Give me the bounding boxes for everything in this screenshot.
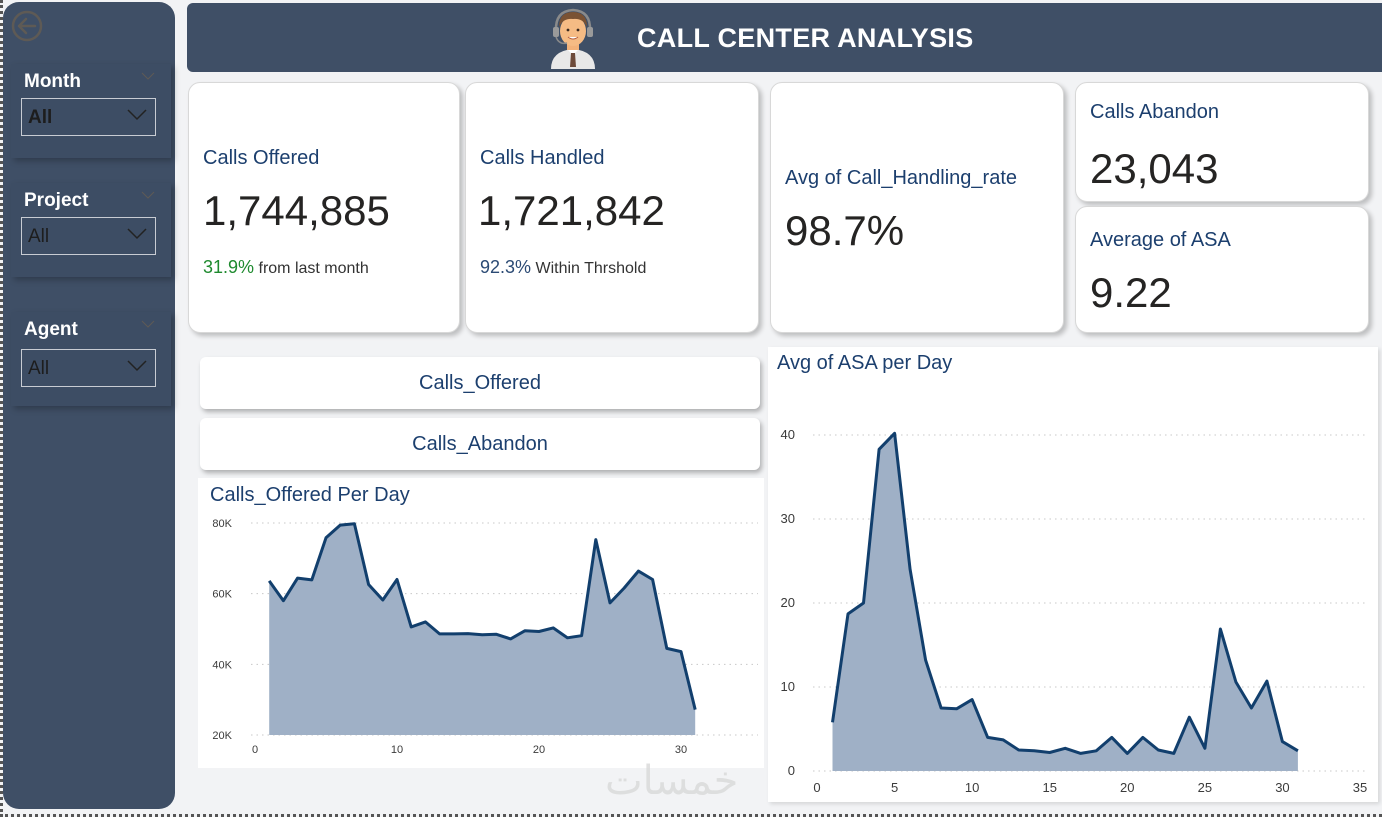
calls-abandon-label: Calls Abandon [1090,101,1219,123]
average-asa-label: Average of ASA [1090,229,1231,251]
project-slicer-label: Project [24,190,89,211]
calls-abandon-card: Calls Abandon 23,043 [1075,82,1369,202]
avg-asa-per-day-chart: Avg of ASA per Day 0 10 20 30 40 0 5 10 15 20 25 30… [768,347,1378,802]
month-dropdown[interactable]: All [21,98,156,136]
handling-rate-label: Avg of Call_Handling_rate [785,167,1018,189]
watermark: خمسات [605,758,739,804]
area-fill [832,433,1298,771]
series-line [267,522,697,710]
y-tick-label: 40 [781,427,795,442]
calls-handled-threshold-pct: 92.3% [480,257,532,277]
dropdown-chevron-icon [127,109,147,121]
agent-dropdown-value: All [28,358,50,379]
dropdown-chevron-icon [127,360,147,372]
calls-offered-card: Calls Offered 1,744,885 31.9% from last … [188,82,460,333]
calls-offered-change-text: from last month [258,260,369,277]
handling-rate-value: 98.7% [785,207,905,254]
x-tick-label: 10 [391,744,403,756]
back-arrow-icon [11,10,43,42]
y-tick-label: 20 [781,595,795,610]
x-tick-label: 15 [1042,780,1056,795]
x-tick-label: 25 [1198,780,1212,795]
average-asa-card: Average of ASA 9.22 [1075,206,1369,333]
y-tick-label: 30 [781,511,795,526]
handling-rate-card: Avg of Call_Handling_rate 98.7% [770,82,1064,333]
y-tick-label: 40K [212,659,232,671]
chevron-down-icon[interactable] [141,72,155,80]
calls-handled-threshold-text: Within Thrshold [535,260,647,277]
back-button[interactable] [9,8,45,44]
agent-slicer: Agent All [11,312,171,406]
agent-dropdown[interactable]: All [21,349,156,387]
chevron-down-icon[interactable] [141,191,155,199]
chart-title: Calls_Offered Per Day [210,484,410,506]
average-asa-value: 9.22 [1090,269,1172,316]
calls-handled-card: Calls Handled 1,721,842 92.3% Within Thr… [465,82,759,333]
project-slicer: Project All [11,183,171,277]
calls-offered-change-pct: 31.9% [203,257,255,277]
area-fill [269,523,696,735]
calls-abandon-value: 23,043 [1090,145,1219,192]
project-dropdown-value: All [28,226,50,247]
month-slicer: Month All [11,64,171,158]
x-tick-label: 30 [1275,780,1289,795]
page-title: CALL CENTER ANALYSIS [637,23,974,53]
calls-offered-label: Calls Offered [203,147,320,169]
calls-offered-area-chart: 20K 40K 60K 80K 0 10 20 30 [212,518,758,756]
calls-offered-value: 1,744,885 [203,187,390,234]
call-center-agent-icon [551,8,595,69]
dropdown-chevron-icon [127,228,147,240]
x-tick-label: 5 [891,780,898,795]
y-tick-label: 20K [212,730,232,742]
x-tick-label: 0 [813,780,820,795]
month-dropdown-value: All [28,107,53,128]
project-dropdown[interactable]: All [21,217,156,255]
calls-abandon-button[interactable]: Calls_Abandon [200,418,760,470]
y-tick-label: 10 [781,679,795,694]
x-tick-label: 35 [1353,780,1367,795]
calls-offered-change: 31.9% from last month [203,257,369,278]
x-tick-label: 10 [965,780,979,795]
filter-sidebar: Month All Project All Agent All [3,2,175,809]
x-tick-label: 20 [1120,780,1134,795]
month-slicer-label: Month [24,71,81,92]
x-tick-label: 20 [533,744,545,756]
report-header: CALL CENTER ANALYSIS [187,3,1382,72]
calls-offered-button[interactable]: Calls_Offered [200,357,760,409]
agent-slicer-label: Agent [24,319,78,340]
avg-asa-area-chart: 0 10 20 30 40 0 5 10 15 20 25 30 35 [781,427,1368,795]
calls-handled-threshold: 92.3% Within Thrshold [480,257,646,278]
calls-offered-per-day-chart: Calls_Offered Per Day 20K 40K 60K 80K 0 10 20 3… [198,478,764,768]
x-tick-label: 0 [252,744,258,756]
calls-handled-value: 1,721,842 [478,187,665,234]
x-tick-label: 30 [675,744,687,756]
chevron-down-icon[interactable] [141,320,155,328]
y-tick-label: 80K [212,518,232,530]
chart-title: Avg of ASA per Day [777,352,953,374]
series-line [831,431,1299,755]
calls-handled-label: Calls Handled [480,147,605,169]
y-tick-label: 0 [788,763,795,778]
y-tick-label: 60K [212,589,232,601]
